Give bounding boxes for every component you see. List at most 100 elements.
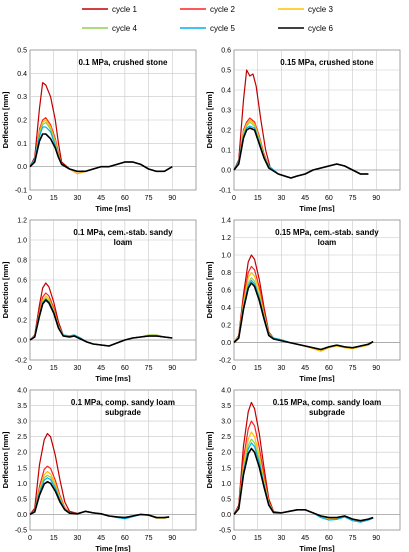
legend-label-3: cycle 3: [308, 5, 333, 14]
series-line-cycle-6: [233, 127, 369, 179]
series-line-cycle-6: [29, 480, 170, 519]
x-axis-title: Time [ms]: [95, 374, 131, 382]
x-tick-label: 15: [254, 535, 262, 542]
y-tick-label: 0.0: [221, 168, 231, 175]
x-tick-label: 45: [97, 195, 105, 202]
series-line-cycle-6: [233, 447, 374, 522]
y-tick-label: 0.0: [221, 512, 231, 519]
chart-title: 0.15 MPa, comp. sandy loam: [273, 398, 381, 407]
y-tick-label: 0.0: [17, 338, 27, 345]
y-tick-label: 0.4: [17, 71, 27, 78]
y-tick-label: 0.1: [221, 148, 231, 155]
x-tick-label: 60: [325, 535, 333, 542]
y-axis-title: Deflection [mm]: [1, 431, 10, 488]
legend-label-5: cycle 5: [210, 24, 235, 33]
x-axis-title: Time [ms]: [299, 204, 335, 212]
chart-panel-2: -0.1 0.0 0.1 0.2 0.3 0.4 0.5 0.6 0 15 30 45 60 75 90 0.…: [205, 48, 401, 212]
x-tick-label: 90: [372, 535, 380, 542]
y-tick-label: 2.5: [221, 434, 231, 441]
y-axis-title: Deflection [mm]: [1, 261, 10, 318]
x-tick-label: 0: [28, 365, 32, 372]
y-tick-label: 1.0: [221, 481, 231, 488]
y-tick-label: 0.4: [17, 298, 27, 305]
y-tick-label: 3.5: [17, 403, 27, 410]
y-tick-label: 4.0: [221, 388, 231, 395]
chart-title: 0.15 MPa, crushed stone: [280, 58, 374, 67]
x-tick-label: 60: [121, 365, 129, 372]
y-tick-label: -0.2: [219, 358, 231, 365]
x-tick-label: 0: [232, 535, 236, 542]
x-tick-label: 15: [50, 365, 58, 372]
y-tick-label: 0.6: [221, 48, 231, 55]
x-tick-label: 15: [254, 365, 262, 372]
y-axis-title: Deflection [mm]: [205, 431, 214, 488]
y-tick-label: 0.0: [221, 340, 231, 347]
y-tick-label: 2.5: [17, 434, 27, 441]
x-tick-label: 0: [232, 365, 236, 372]
x-tick-label: 75: [145, 535, 153, 542]
y-tick-label: -0.5: [15, 528, 27, 535]
x-tick-label: 60: [325, 365, 333, 372]
chart-panel-3: -0.2 0.0 0.2 0.4 0.6 0.8 1.0 1.2 0 15 30 45 60 75 90 0.…: [1, 218, 197, 382]
y-axis-title: Deflection [mm]: [205, 261, 214, 318]
y-tick-label: 0.1: [17, 141, 27, 148]
y-tick-label: 2.0: [221, 450, 231, 457]
y-tick-label: 0.0: [17, 512, 27, 519]
series-line-cycle-1: [233, 401, 374, 522]
x-tick-label: 60: [325, 195, 333, 202]
y-tick-label: 0.5: [17, 496, 27, 503]
x-tick-label: 30: [278, 535, 286, 542]
x-tick-label: 90: [372, 365, 380, 372]
series-line-cycle-1: [233, 254, 374, 351]
y-tick-label: -0.1: [219, 188, 231, 195]
plot-frame: [29, 389, 197, 531]
x-tick-label: 30: [278, 365, 286, 372]
x-tick-label: 45: [97, 535, 105, 542]
y-tick-label: 0.0: [17, 164, 27, 171]
chart-title: loam: [318, 238, 337, 247]
plot-frame: [233, 389, 401, 531]
x-tick-label: 75: [349, 195, 357, 202]
y-tick-label: 2.0: [17, 450, 27, 457]
series-line-cycle-6: [233, 282, 374, 351]
x-tick-label: 45: [301, 535, 309, 542]
y-tick-label: 0.3: [17, 94, 27, 101]
chart-title: 0.1 MPa, cem.-stab. sandy: [73, 228, 173, 237]
y-tick-label: 0.4: [221, 88, 231, 95]
x-tick-label: 45: [301, 195, 309, 202]
y-tick-label: 1.2: [17, 218, 27, 225]
y-tick-label: 1.0: [17, 481, 27, 488]
x-tick-label: 45: [97, 365, 105, 372]
chart-title: subgrade: [309, 408, 346, 417]
y-tick-label: 0.8: [221, 270, 231, 277]
series-line-cycle-2: [233, 420, 374, 522]
x-tick-label: 30: [278, 195, 286, 202]
chart-title: 0.15 MPa, cem.-stab. sandy: [275, 228, 379, 237]
y-tick-label: 1.0: [221, 253, 231, 260]
series-line-cycle-4: [29, 474, 170, 519]
y-tick-label: -0.2: [15, 358, 27, 365]
y-axis-title: Deflection [mm]: [1, 91, 10, 148]
y-tick-label: -0.1: [15, 188, 27, 195]
x-axis-title: Time [ms]: [299, 544, 335, 552]
x-tick-label: 75: [145, 195, 153, 202]
y-tick-label: 3.0: [221, 419, 231, 426]
y-tick-label: 1.0: [17, 238, 27, 245]
x-axis-title: Time [ms]: [299, 374, 335, 382]
y-tick-label: 3.0: [17, 419, 27, 426]
x-tick-label: 30: [74, 365, 82, 372]
x-tick-label: 30: [74, 535, 82, 542]
y-tick-label: 0.6: [17, 278, 27, 285]
x-tick-label: 75: [349, 535, 357, 542]
chart-title: subgrade: [105, 408, 142, 417]
x-tick-label: 30: [74, 195, 82, 202]
y-tick-label: 0.8: [17, 258, 27, 265]
x-axis-title: Time [ms]: [95, 204, 131, 212]
chart-panel-5: -0.5 0.0 0.5 1.0 1.5 2.0 2.5 3.0 3.5 4.0 0 15 30 45 60…: [1, 388, 197, 552]
x-axis-title: Time [ms]: [95, 544, 131, 552]
x-tick-label: 0: [28, 535, 32, 542]
y-tick-label: 0.2: [17, 318, 27, 325]
series-line-cycle-6: [29, 299, 173, 347]
x-tick-label: 90: [372, 195, 380, 202]
